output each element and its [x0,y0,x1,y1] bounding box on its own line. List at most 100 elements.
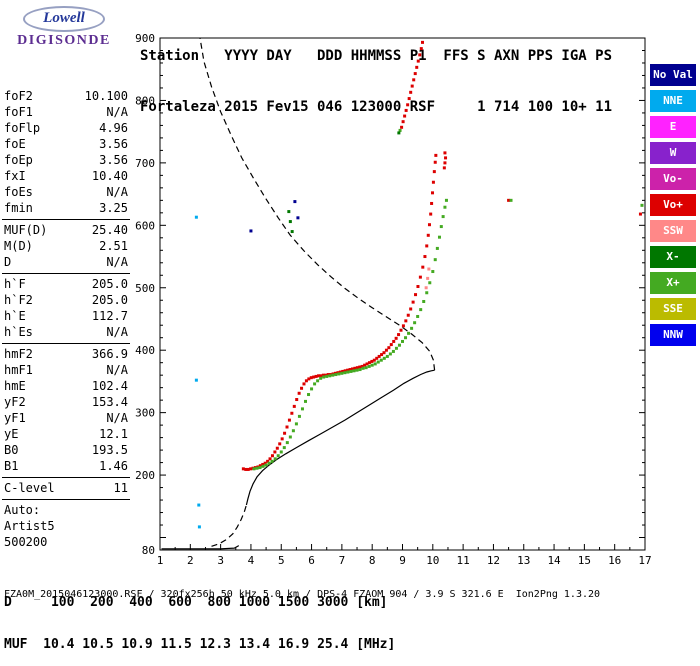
param-row-MUFD: MUF(D) 25.40 [2,222,130,238]
param-value: N/A [106,363,128,377]
param-label: yE [4,427,19,441]
svg-text:6: 6 [308,554,315,567]
svg-text:7: 7 [339,554,346,567]
param-row-yF2: yF2 153.4 [2,394,130,410]
svg-text:80: 80 [142,544,155,557]
legend-item-vo-minus: Vo- [650,168,696,190]
param-value: N/A [106,411,128,425]
param-label: h`F2 [4,293,33,307]
param-label: MUF(D) [4,223,48,237]
param-row-fmin: fmin 3.25 [2,200,130,216]
param-label: foFlp [4,121,41,135]
param-label: C-level [4,481,55,495]
param-value: 10.40 [91,169,128,183]
svg-text:5: 5 [278,554,285,567]
muf-distance-table: D 100 200 400 600 800 1000 1500 3000 [km… [4,568,395,666]
param-row-hE: h`E 112.7 [2,308,130,324]
muf-row: MUF 10.4 10.5 10.9 11.5 12.3 13.4 16.9 2… [4,637,396,652]
param-row-hF: h`F 205.0 [2,276,130,292]
param-row-D: D N/A [2,254,130,270]
param-value: 1.46 [99,459,128,473]
legend-item-e: E [650,116,696,138]
svg-text:400: 400 [135,344,155,357]
param-row-hmF1: hmF1 N/A [2,362,130,378]
legend-item-w: W [650,142,696,164]
svg-text:17: 17 [638,554,651,567]
param-label: h`Es [4,325,33,339]
legend-item-nne: NNE [650,90,696,112]
param-label: hmF1 [4,363,33,377]
param-value: 205.0 [91,293,128,307]
svg-text:11: 11 [457,554,470,567]
param-group-virtual-heights: h`F 205.0 h`F2 205.0 h`E 112.7 h`Es N/A [2,274,130,344]
param-label: Auto: [4,503,41,517]
lowell-logo-oval: Lowell [23,6,105,32]
param-row-yE: yE 12.1 [2,426,130,442]
svg-text:14: 14 [547,554,561,567]
param-label: foEs [4,185,33,199]
logo-lowell-text: Lowell [43,10,85,26]
station-header: Station YYYY DAY DDD HHMMSS P1 FFS S AXN… [140,14,612,133]
legend-item-nnw: NNW [650,324,696,346]
svg-text:3: 3 [217,554,224,567]
param-label: fxI [4,169,26,183]
param-row-foE: foE 3.56 [2,136,130,152]
param-value: 153.4 [91,395,128,409]
param-row-B0: B0 193.5 [2,442,130,458]
svg-text:300: 300 [135,407,155,420]
param-label: hmF2 [4,347,33,361]
param-row-foEs: foEs N/A [2,184,130,200]
svg-text:9: 9 [399,554,406,567]
legend-item-ssw: SSW [650,220,696,242]
param-row-foF2: foF2 10.100 [2,88,130,104]
svg-text:2: 2 [187,554,194,567]
param-value: 3.25 [99,201,128,215]
svg-text:15: 15 [578,554,591,567]
param-label: hmE [4,379,26,393]
legend-item-vo-plus: Vo+ [650,194,696,216]
param-value: N/A [106,325,128,339]
echo-direction-legend: No Val NNE E W Vo- Vo+ SSW X- X+ SSE NNW [650,64,696,350]
legend-item-x-plus: X+ [650,272,696,294]
header-columns-line: Station YYYY DAY DDD HHMMSS P1 FFS S AXN… [140,48,613,64]
logo-digisonde-text: DIGISONDE [17,33,111,48]
param-label: foF2 [4,89,33,103]
param-label: Artist5 [4,519,55,533]
header-values-line: Fortaleza 2015 Fev15 046 123000 RSF 1 71… [140,99,613,115]
svg-text:8: 8 [369,554,376,567]
param-value: 11 [113,481,128,495]
param-row-yF1: yF1 N/A [2,410,130,426]
param-label: fmin [4,201,33,215]
param-value: 25.40 [91,223,128,237]
param-group-frequencies: foF2 10.100 foF1 N/A foFlp 4.96 foE 3.56 foE… [2,86,130,220]
param-label: D [4,255,12,269]
svg-text:600: 600 [135,219,155,232]
svg-text:200: 200 [135,469,155,482]
param-label: h`F [4,277,26,291]
svg-text:900: 900 [135,32,155,45]
param-group-scaler: Auto: Artist5 500200 [2,500,130,553]
param-value: 3.56 [99,153,128,167]
param-value: 112.7 [91,309,128,323]
param-row-foFlp: foFlp 4.96 [2,120,130,136]
param-value: 10.100 [84,89,128,103]
param-value: 102.4 [91,379,128,393]
param-label: foE [4,137,26,151]
param-label: M(D) [4,239,33,253]
param-value: 4.96 [99,121,128,135]
param-row-version: 500200 [2,534,130,550]
svg-text:500: 500 [135,282,155,295]
measurement-file-info: FZA0M_2015046123000.RSF / 320fx256h 50 k… [4,589,601,600]
param-value: N/A [106,105,128,119]
param-row-hmE: hmE 102.4 [2,378,130,394]
param-label: foF1 [4,105,33,119]
param-label: foEp [4,153,33,167]
svg-text:1: 1 [157,554,164,567]
svg-text:800: 800 [135,94,155,107]
param-value: 193.5 [91,443,128,457]
legend-item-no-val: No Val [650,64,696,86]
svg-text:700: 700 [135,157,155,170]
param-label: 500200 [4,535,48,549]
param-row-B1: B1 1.46 [2,458,130,474]
param-row-hmF2: hmF2 366.9 [2,346,130,362]
